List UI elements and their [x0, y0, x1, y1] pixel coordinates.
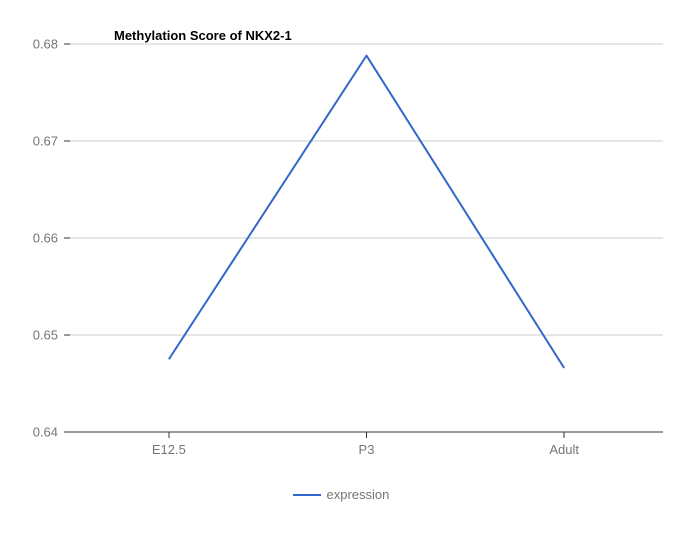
y-tick-label: 0.68: [0, 37, 58, 52]
line-chart-svg: [0, 0, 683, 541]
y-tick-label: 0.65: [0, 328, 58, 343]
x-tick-label: P3: [359, 442, 375, 457]
chart-title: Methylation Score of NKX2-1: [114, 28, 292, 43]
x-tick-label: E12.5: [152, 442, 186, 457]
chart-legend: expression: [293, 487, 390, 502]
chart-container: Methylation Score of NKX2-1 0.64 0.65 0.66…: [0, 0, 683, 541]
y-tick-label: 0.64: [0, 425, 58, 440]
legend-line-swatch: [293, 494, 321, 496]
y-tick-label: 0.67: [0, 134, 58, 149]
legend-series-label: expression: [327, 487, 390, 502]
y-tick-label: 0.66: [0, 231, 58, 246]
x-tick-label: Adult: [549, 442, 579, 457]
